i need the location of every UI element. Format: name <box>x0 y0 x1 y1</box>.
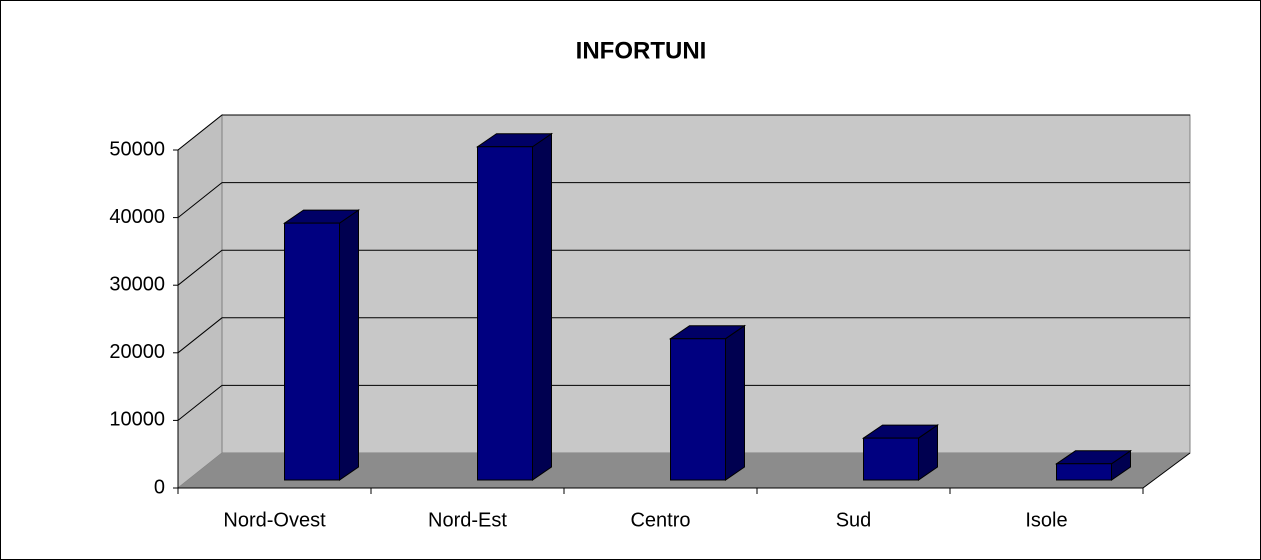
bar <box>861 424 940 481</box>
bar-side <box>532 132 552 481</box>
bar <box>668 324 747 481</box>
bar-front <box>1056 463 1112 481</box>
x-tick-label: Centro <box>630 509 690 531</box>
bar-side <box>339 209 359 481</box>
x-tick-label: Nord-Est <box>428 509 507 531</box>
y-tick-label: 10000 <box>109 409 165 431</box>
grid-line <box>177 114 1190 151</box>
bar-front <box>284 222 340 481</box>
bar-front <box>863 437 919 481</box>
grid-line <box>177 249 1190 286</box>
grid-line <box>177 182 1190 218</box>
floor-edge <box>1142 452 1191 489</box>
bar-front <box>477 146 533 481</box>
y-tick-label: 30000 <box>109 273 165 295</box>
bar <box>282 209 361 481</box>
side-wall <box>177 113 223 490</box>
y-tick-label: 0 <box>154 476 165 498</box>
x-tick-label: Sud <box>836 509 872 531</box>
bar-front <box>670 338 726 481</box>
x-tick-label: Isole <box>1025 509 1067 531</box>
bar-side <box>725 324 745 481</box>
y-tick-label: 50000 <box>109 138 165 160</box>
grid-line <box>177 384 1190 421</box>
chart-title: INFORTUNI <box>576 37 707 64</box>
bar <box>475 132 554 481</box>
grid-line <box>177 317 1190 354</box>
y-tick-label: 20000 <box>109 341 165 363</box>
x-tick-label: Nord-Ovest <box>223 509 326 531</box>
y-tick-label: 40000 <box>109 206 165 228</box>
bar <box>1054 449 1133 481</box>
